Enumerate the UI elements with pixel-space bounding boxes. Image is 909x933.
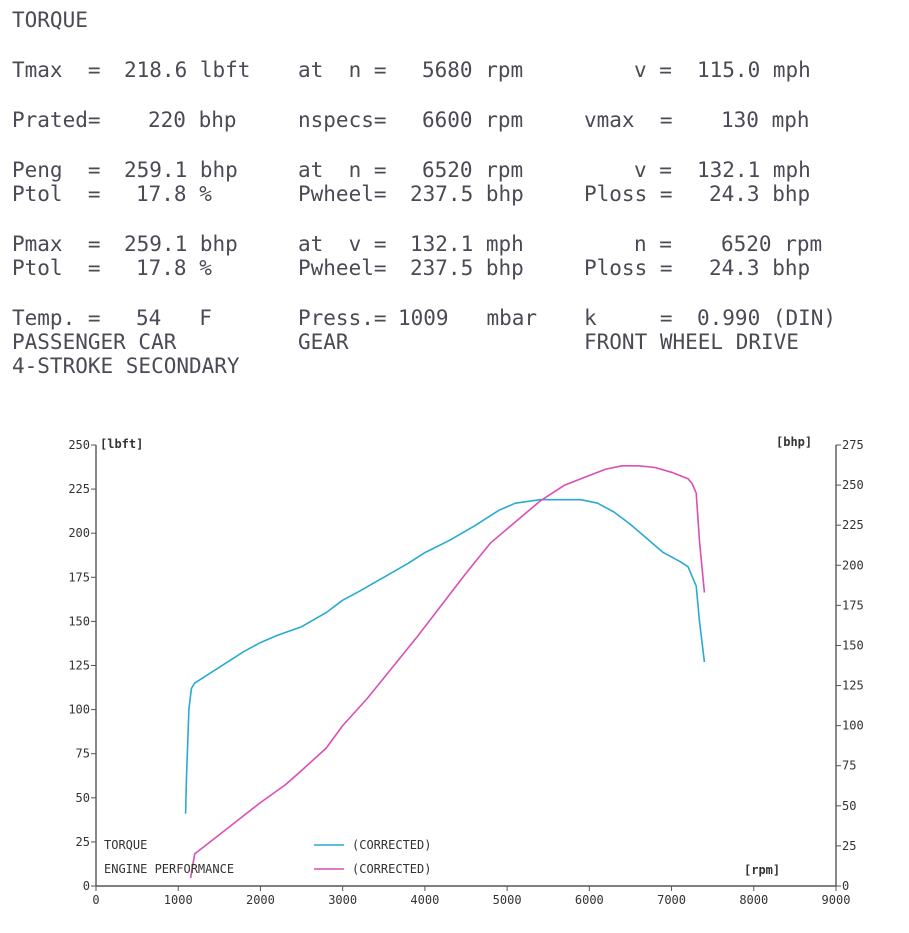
right-tick-label: 0 xyxy=(842,879,849,893)
legend-label: ENGINE PERFORMANCE xyxy=(104,862,234,876)
legend-status: (CORRECTED) xyxy=(352,862,431,876)
chart-ticks: 0 25 50 75 100 125 150 175 200 225 250 0 25 50 75 100 12… xyxy=(68,438,863,907)
ptol1-label: Ptol = xyxy=(12,182,101,206)
torque-series-line xyxy=(184,498,706,814)
left-tick-label: 25 xyxy=(76,835,90,849)
tmax-at-n-label: at n = xyxy=(298,58,387,82)
right-tick-label: 275 xyxy=(842,438,864,452)
legend-label: TORQUE xyxy=(104,838,147,852)
left-tick-label: 0 xyxy=(83,879,90,893)
x-tick-label: 9000 xyxy=(822,893,851,907)
pwheel2-label: Pwheel= xyxy=(298,256,387,280)
prated-value: 220 bhp xyxy=(148,108,237,132)
k-label: k = xyxy=(584,306,673,330)
right-tick-label: 50 xyxy=(842,799,856,813)
header-panel: TORQUE Tmax = 218.6 lbft at n = 5680 rpm v =… xyxy=(0,0,909,400)
pmax-v-value: 132.1 mph xyxy=(410,232,524,256)
chart-axes xyxy=(95,445,837,887)
k-value: 0.990 (DIN) xyxy=(697,306,837,330)
peng-label: Peng = xyxy=(12,158,101,182)
pmax-n-value: 6520 rpm xyxy=(721,232,823,256)
tmax-label: Tmax = xyxy=(12,58,101,82)
left-tick-label: 250 xyxy=(68,438,90,452)
vmax-label: vmax = xyxy=(584,108,673,132)
peng-v-value: 132.1 mph xyxy=(697,158,811,182)
left-tick-label: 175 xyxy=(68,570,90,584)
right-tick-label: 225 xyxy=(842,518,864,532)
press-label: Press.= xyxy=(298,306,387,330)
tmax-value: 218.6 lbft xyxy=(124,58,251,82)
pwheel1-label: Pwheel= xyxy=(298,182,387,206)
ploss2-label: Ploss = xyxy=(584,256,673,280)
x-tick-label: 2000 xyxy=(246,893,275,907)
temp-label: Temp. = xyxy=(12,306,101,330)
left-tick-label: 200 xyxy=(68,526,90,540)
right-tick-label: 100 xyxy=(842,719,864,733)
x-tick-label: 8000 xyxy=(739,893,768,907)
x-tick-label: 4000 xyxy=(410,893,439,907)
tmax-n-value: 5680 rpm xyxy=(422,58,524,82)
report-title: TORQUE xyxy=(12,8,88,32)
gear-label: GEAR xyxy=(298,330,349,354)
left-axis-unit: [lbft] xyxy=(100,437,143,451)
tmax-v-value: 115.0 mph xyxy=(697,58,811,82)
pmax-n-label: n = xyxy=(634,232,672,256)
vmax-value: 130 mph xyxy=(721,108,810,132)
x-tick-label: 6000 xyxy=(575,893,604,907)
x-tick-label: 0 xyxy=(92,893,99,907)
chart-legend: TORQUE (CORRECTED) ENGINE PERFORMANCE (CORR… xyxy=(104,838,431,876)
tmax-v-label: v = xyxy=(634,58,672,82)
pmax-label: Pmax = xyxy=(12,232,101,256)
peng-n-value: 6520 rpm xyxy=(422,158,524,182)
engine-type: 4-STROKE SECONDARY xyxy=(12,354,240,378)
left-tick-label: 125 xyxy=(68,659,90,673)
ptol2-value: 17.8 % xyxy=(136,256,212,280)
pmax-at-v-label: at v = xyxy=(298,232,387,256)
peng-at-n-label: at n = xyxy=(298,158,387,182)
ploss2-value: 24.3 bhp xyxy=(709,256,811,280)
legend-status: (CORRECTED) xyxy=(352,838,431,852)
right-tick-label: 250 xyxy=(842,478,864,492)
nspecs-value: 6600 rpm xyxy=(422,108,524,132)
x-tick-label: 7000 xyxy=(657,893,686,907)
x-tick-label: 1000 xyxy=(164,893,193,907)
power-series-line xyxy=(189,464,706,879)
right-axis-unit: [bhp] xyxy=(776,435,812,449)
peng-v-label: v = xyxy=(634,158,672,182)
peng-value: 259.1 bhp xyxy=(124,158,238,182)
ptol2-label: Ptol = xyxy=(12,256,101,280)
x-axis-unit: [rpm] xyxy=(744,863,780,877)
left-tick-label: 150 xyxy=(68,614,90,628)
pwheel1-value: 237.5 bhp xyxy=(410,182,524,206)
ploss1-value: 24.3 bhp xyxy=(709,182,811,206)
right-tick-label: 25 xyxy=(842,839,856,853)
press-value: 1009 mbar xyxy=(398,306,538,330)
pmax-value: 259.1 bhp xyxy=(124,232,238,256)
pwheel2-value: 237.5 bhp xyxy=(410,256,524,280)
left-tick-label: 100 xyxy=(68,703,90,717)
left-tick-label: 75 xyxy=(76,747,90,761)
left-tick-label: 225 xyxy=(68,482,90,496)
right-tick-label: 75 xyxy=(842,759,856,773)
ploss1-label: Ploss = xyxy=(584,182,673,206)
drive-type: FRONT WHEEL DRIVE xyxy=(584,330,799,354)
left-tick-label: 50 xyxy=(76,791,90,805)
ptol1-value: 17.8 % xyxy=(136,182,212,206)
dyno-chart: 0 25 50 75 100 125 150 175 200 225 250 0 25 50 75 100 12… xyxy=(68,435,863,907)
x-tick-label: 5000 xyxy=(493,893,522,907)
right-tick-label: 175 xyxy=(842,598,864,612)
x-tick-label: 3000 xyxy=(328,893,357,907)
prated-label: Prated= xyxy=(12,108,101,132)
right-tick-label: 150 xyxy=(842,638,864,652)
temp-value: 54 F xyxy=(136,306,212,330)
right-tick-label: 200 xyxy=(842,558,864,572)
vehicle-type: PASSENGER CAR xyxy=(12,330,177,354)
nspecs-label: nspecs= xyxy=(298,108,387,132)
right-tick-label: 125 xyxy=(842,679,864,693)
chart-series xyxy=(184,464,706,879)
